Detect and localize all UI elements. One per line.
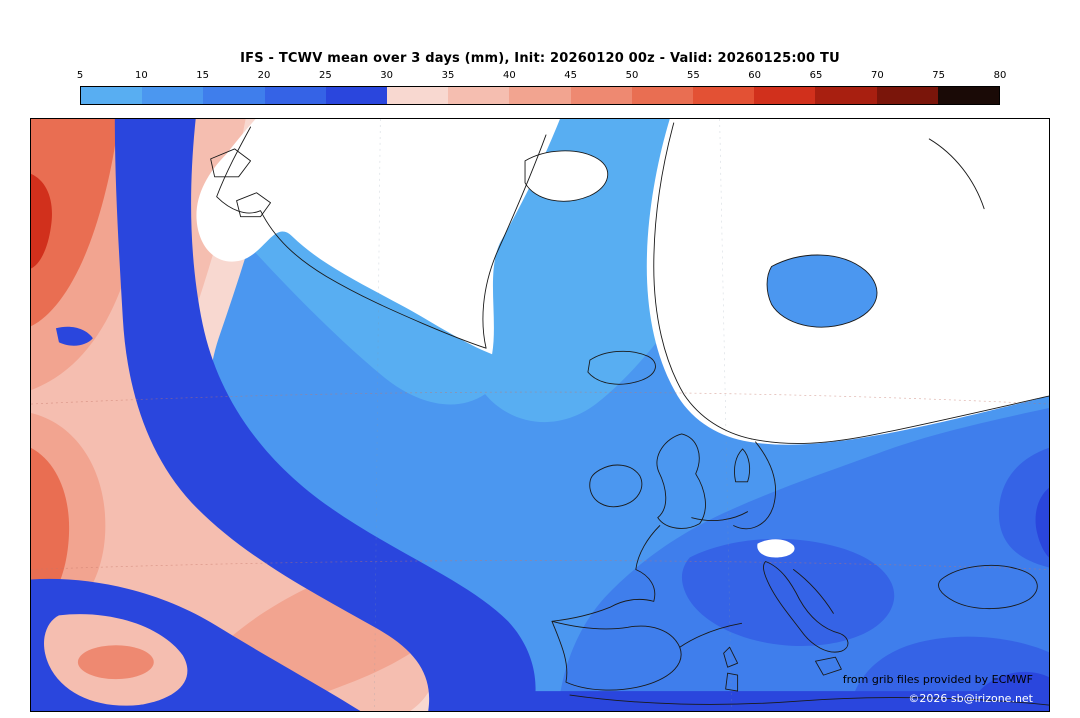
colorbar <box>80 86 1000 105</box>
tcwv-fill-contours <box>31 119 1049 711</box>
contour-central-europe <box>681 538 895 646</box>
colorbar-tick-75: 75 <box>932 70 946 81</box>
colorbar-tick-70: 70 <box>870 70 884 81</box>
colorbar-tick-15: 15 <box>196 70 210 81</box>
contour-red-topleft <box>31 119 119 327</box>
colorbar-tick-55: 55 <box>686 70 700 81</box>
coastline-north-africa <box>569 694 1049 706</box>
colorbar-tick-40: 40 <box>502 70 516 81</box>
colorbar-segment-3 <box>203 87 265 104</box>
chart-title: IFS - TCWV mean over 3 days (mm), Init: … <box>240 51 840 66</box>
meridian-line <box>374 119 381 711</box>
colorbar-tick-50: 50 <box>625 70 639 81</box>
colorbar-segment-11 <box>693 87 755 104</box>
colorbar-tick-45: 45 <box>564 70 578 81</box>
coastline-ireland <box>589 464 643 508</box>
coastline-sicily <box>815 656 842 676</box>
coastline-france-biscay <box>551 525 661 622</box>
colorbar-tick-10: 10 <box>134 70 148 81</box>
contour-red-leftmid <box>31 447 70 616</box>
coastline-black-sea <box>938 565 1038 610</box>
coastline-white-sea <box>766 254 878 328</box>
colorbar-tick-65: 65 <box>809 70 823 81</box>
colorbar-segment-9 <box>570 87 632 104</box>
coastline-great-britain <box>656 433 706 529</box>
coastline-iberia <box>551 620 682 691</box>
coastline-corsica <box>723 646 739 668</box>
colorbar-segment-4 <box>264 87 326 104</box>
coastlines <box>210 122 1049 706</box>
colorbar-tick-5: 5 <box>76 70 84 81</box>
colorbar-segment-10 <box>631 87 694 104</box>
credit-irizone: ©2026 sb@irizone.net <box>908 692 1033 705</box>
colorbar-segment-6 <box>387 87 449 104</box>
coastline-denmark <box>734 448 751 483</box>
colorbar-tick-80: 80 <box>993 70 1007 81</box>
contour-svalbard-dry <box>525 150 608 202</box>
contour-bothnia-moist <box>767 254 877 328</box>
colorbar-segment-8 <box>509 87 571 104</box>
colorbar-ticks: 5 10 15 20 25 30 35 40 45 50 55 60 65 70 75 80 <box>76 70 1007 83</box>
colorbar-segment-1 <box>81 87 143 104</box>
coastline-scandinavia-south <box>751 395 1049 444</box>
contour-sw-salmon-core <box>77 645 154 680</box>
map-frame: from grib files provided by ECMWF ©2026 … <box>30 118 1050 712</box>
coastline-svalbard <box>524 150 609 202</box>
coastline-med-france <box>679 622 743 648</box>
colorbar-segment-7 <box>448 87 510 104</box>
map-canvas <box>31 119 1049 711</box>
colorbar-segment-5 <box>325 87 388 104</box>
contour-east-edge <box>998 447 1049 568</box>
colorbar-segment-2 <box>142 87 204 104</box>
colorbar-segment-15 <box>937 87 1000 104</box>
colorbar-tick-20: 20 <box>257 70 271 81</box>
parallel-line <box>31 560 1049 570</box>
coastline-sardinia <box>725 672 739 692</box>
contour-deepred-core <box>31 173 52 269</box>
coastline-arctic-island <box>210 148 252 178</box>
colorbar-segment-12 <box>754 87 816 104</box>
credit-ecmwf: from grib files provided by ECMWF <box>842 673 1033 686</box>
colorbar-tick-25: 25 <box>318 70 332 81</box>
contour-greenland-dry <box>196 119 560 355</box>
parallel-line <box>31 391 1049 405</box>
contour-right-sliver <box>1035 487 1049 558</box>
coastline-north-sea <box>691 511 749 521</box>
coastline-iceland <box>587 350 656 385</box>
contour-dark-band <box>114 119 536 711</box>
contour-dark-dash <box>55 326 93 346</box>
coastline-greenland <box>216 126 547 349</box>
coastline-norway <box>653 122 753 440</box>
graticule <box>31 119 1049 711</box>
colorbar-tick-60: 60 <box>748 70 762 81</box>
colorbar-segment-14 <box>876 87 938 104</box>
coastline-novaya-zemlya <box>928 138 985 210</box>
contour-alps-dry <box>757 539 795 558</box>
coastline-italy <box>763 561 849 653</box>
coastline-arctic-island <box>236 192 271 218</box>
colorbar-tick-30: 30 <box>380 70 394 81</box>
coastline-adriatic <box>793 569 834 614</box>
colorbar-segment-13 <box>815 87 877 104</box>
colorbar-tick-35: 35 <box>441 70 455 81</box>
contour-bottom-strip <box>510 691 1049 711</box>
coastline-baltic <box>733 441 776 530</box>
